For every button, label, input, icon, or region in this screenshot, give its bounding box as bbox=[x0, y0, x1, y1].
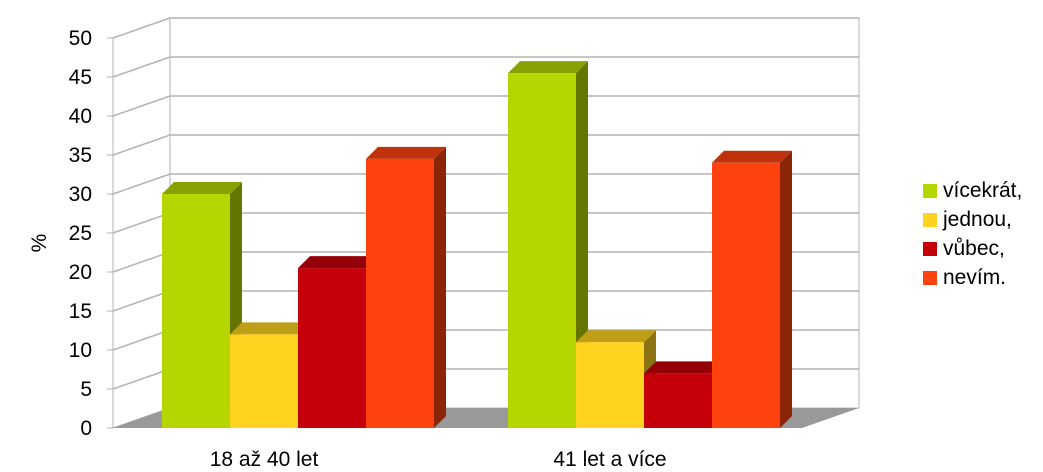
legend-item: vůbec, bbox=[923, 234, 1022, 263]
y-tick-label: 10 bbox=[69, 339, 92, 362]
legend-item: jednou, bbox=[923, 205, 1022, 234]
legend-swatch bbox=[923, 270, 937, 285]
bar-front bbox=[366, 158, 434, 428]
bar-front bbox=[298, 268, 366, 428]
bar-top bbox=[162, 182, 242, 194]
bar bbox=[576, 330, 656, 428]
legend-label: vícekrát, bbox=[943, 178, 1023, 202]
bar-top bbox=[508, 61, 588, 74]
bar bbox=[508, 61, 588, 428]
x-category-label: 41 let a více bbox=[553, 448, 666, 471]
bars bbox=[162, 61, 792, 429]
y-tick-label: 40 bbox=[69, 105, 92, 128]
bar-front bbox=[508, 73, 576, 428]
gridlines bbox=[112, 17, 859, 390]
y-tick-label: 30 bbox=[69, 183, 92, 206]
gridline bbox=[112, 17, 859, 39]
legend-label: vůbec, bbox=[943, 236, 1005, 260]
legend-item: vícekrát, bbox=[923, 176, 1022, 205]
x-axis-categories: 18 až 40 let 41 let a více bbox=[210, 448, 667, 471]
bar-side bbox=[434, 146, 446, 428]
legend-label: jednou, bbox=[943, 207, 1012, 231]
legend-swatch bbox=[923, 183, 937, 198]
bar bbox=[366, 146, 446, 428]
bar-top bbox=[576, 330, 656, 343]
y-tick-label: 35 bbox=[69, 144, 92, 167]
y-tick-label: 50 bbox=[69, 27, 92, 50]
bar-front bbox=[712, 162, 780, 429]
bar-front bbox=[576, 342, 644, 428]
bar-front bbox=[644, 373, 712, 428]
x-category-label: 18 až 40 let bbox=[210, 448, 319, 471]
gridline bbox=[112, 173, 859, 195]
legend-label: nevím. bbox=[943, 265, 1007, 289]
bar-top bbox=[298, 256, 378, 269]
y-axis-ticks: 0 5 10 15 20 25 30 35 40 45 50 bbox=[69, 27, 114, 440]
y-tick-label: 25 bbox=[69, 222, 92, 245]
gridline bbox=[112, 56, 859, 78]
y-axis-label: % bbox=[28, 234, 51, 253]
bar-front bbox=[162, 194, 230, 428]
y-tick-label: 0 bbox=[80, 417, 92, 440]
legend: vícekrát, jednou, vůbec, nevím. bbox=[923, 176, 1022, 292]
bar-top bbox=[712, 150, 792, 163]
gridline bbox=[112, 134, 859, 156]
bar-top bbox=[644, 361, 724, 374]
legend-swatch bbox=[923, 212, 937, 227]
y-tick-label: 45 bbox=[69, 66, 92, 89]
gridline bbox=[112, 95, 859, 117]
y-tick-label: 5 bbox=[80, 378, 92, 401]
bar-top bbox=[230, 322, 310, 335]
legend-item: nevím. bbox=[923, 263, 1022, 292]
bar-front bbox=[230, 334, 298, 428]
y-tick-label: 20 bbox=[69, 261, 92, 284]
legend-swatch bbox=[923, 241, 937, 256]
y-tick-label: 15 bbox=[69, 300, 92, 323]
bar-top bbox=[366, 146, 446, 159]
bar-side bbox=[780, 150, 792, 429]
bar bbox=[712, 150, 792, 429]
